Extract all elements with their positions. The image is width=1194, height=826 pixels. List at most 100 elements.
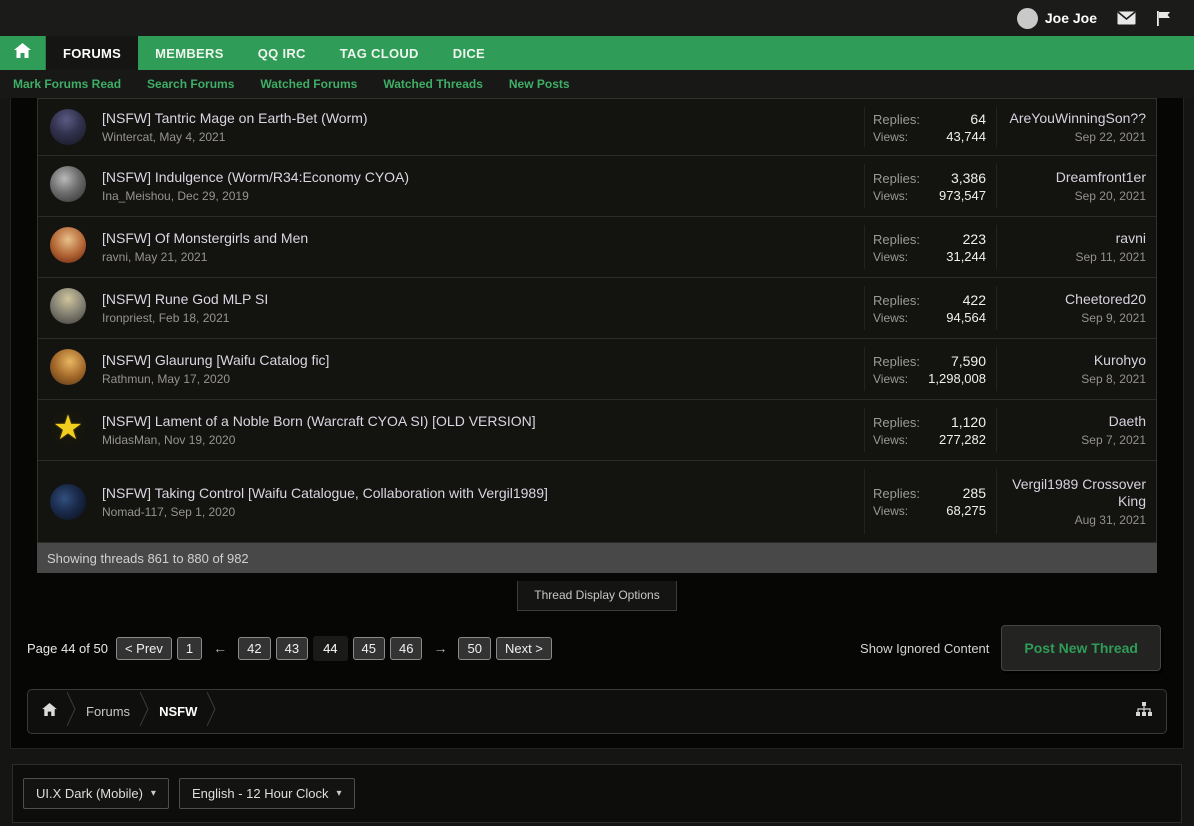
sitemap-icon bbox=[1136, 702, 1152, 721]
thread-author-date[interactable]: MidasMan, Nov 19, 2020 bbox=[102, 433, 236, 447]
alerts-flag-icon[interactable] bbox=[1156, 10, 1172, 26]
thread-title-link[interactable]: [NSFW] Of Monstergirls and Men bbox=[102, 230, 309, 246]
thread-row[interactable]: ★ [NSFW] Lament of a Noble Born (Warcraf… bbox=[38, 400, 1156, 461]
footer-bar: UI.X Dark (Mobile) ▾ English - 12 Hour C… bbox=[12, 764, 1182, 823]
last-poster-link[interactable]: Dreamfront1er bbox=[1055, 169, 1146, 185]
page-button-46[interactable]: 46 bbox=[390, 636, 423, 660]
avatar[interactable] bbox=[50, 349, 86, 385]
last-poster-link[interactable]: AreYouWinningSon?? bbox=[1009, 110, 1146, 126]
forum-jump-button[interactable] bbox=[1136, 702, 1152, 721]
avatar[interactable] bbox=[50, 288, 86, 324]
chevron-down-icon: ▾ bbox=[150, 788, 156, 799]
link-mark-forums-read[interactable]: Mark Forums Read bbox=[13, 77, 122, 91]
thread-stats: Replies: 1,120 Views: 277,282 bbox=[864, 408, 996, 452]
top-header-bar: Joe Joe bbox=[0, 0, 1194, 36]
chevron-separator-icon bbox=[66, 691, 76, 731]
views-label: Views: bbox=[873, 310, 909, 325]
thread-title-link[interactable]: [NSFW] Glaurung [Waifu Catalog fic] bbox=[102, 352, 330, 368]
thread-title-link[interactable]: [NSFW] Tantric Mage on Earth-Bet (Worm) bbox=[102, 110, 368, 126]
thread-row[interactable]: [NSFW] Glaurung [Waifu Catalog fic] Rath… bbox=[38, 339, 1156, 400]
thread-row[interactable]: [NSFW] Taking Control [Waifu Catalogue, … bbox=[38, 461, 1156, 543]
thread-author-date[interactable]: Wintercat, May 4, 2021 bbox=[102, 130, 226, 144]
page-button-42[interactable]: 42 bbox=[238, 636, 271, 660]
avatar[interactable] bbox=[50, 109, 86, 145]
tab-members[interactable]: MEMBERS bbox=[155, 45, 224, 61]
last-poster-link[interactable]: ravni bbox=[1115, 230, 1146, 246]
thread-row[interactable]: [NSFW] Of Monstergirls and Men ravni, Ma… bbox=[38, 217, 1156, 278]
last-post-cell: Vergil1989 Crossover King Aug 31, 2021 bbox=[996, 469, 1156, 534]
page-next-button[interactable]: Next > bbox=[495, 636, 552, 660]
link-search-forums[interactable]: Search Forums bbox=[147, 77, 235, 91]
replies-count: 422 bbox=[962, 291, 986, 308]
last-post-cell: Kurohyo Sep 8, 2021 bbox=[996, 347, 1156, 391]
views-count: 277,282 bbox=[939, 431, 986, 447]
views-label: Views: bbox=[873, 129, 909, 144]
page-button-43[interactable]: 43 bbox=[275, 636, 309, 660]
page-gap-left-icon: ← bbox=[213, 640, 228, 656]
thread-row[interactable]: [NSFW] Indulgence (Worm/R34:Economy CYOA… bbox=[38, 156, 1156, 217]
tab-tag-cloud[interactable]: TAG CLOUD bbox=[339, 45, 419, 61]
thread-author-date[interactable]: Rathmun, May 17, 2020 bbox=[102, 372, 231, 386]
chevron-separator-icon bbox=[139, 691, 149, 731]
thread-row[interactable]: [NSFW] Tantric Mage on Earth-Bet (Worm) … bbox=[38, 99, 1156, 156]
thread-author-date[interactable]: Ironpriest, Feb 18, 2021 bbox=[102, 311, 230, 325]
username-label: Joe Joe bbox=[1044, 10, 1097, 26]
last-post-date[interactable]: Sep 11, 2021 bbox=[1075, 250, 1146, 264]
nav-home-button[interactable] bbox=[0, 36, 46, 70]
last-poster-link[interactable]: Vergil1989 Crossover King bbox=[1012, 476, 1146, 509]
last-post-cell: Cheetored20 Sep 9, 2021 bbox=[996, 286, 1156, 330]
thread-title-link[interactable]: [NSFW] Rune God MLP SI bbox=[102, 291, 269, 307]
last-post-cell: ravni Sep 11, 2021 bbox=[996, 225, 1156, 269]
thread-title-link[interactable]: [NSFW] Lament of a Noble Born (Warcraft … bbox=[102, 413, 536, 429]
page-button-50[interactable]: 50 bbox=[458, 636, 491, 660]
last-poster-link[interactable]: Daeth bbox=[1108, 413, 1146, 429]
replies-count: 223 bbox=[962, 230, 986, 247]
last-poster-link[interactable]: Cheetored20 bbox=[1065, 291, 1146, 307]
thread-author-date[interactable]: Nomad-117, Sep 1, 2020 bbox=[102, 504, 236, 519]
last-post-date[interactable]: Sep 9, 2021 bbox=[1081, 311, 1146, 325]
language-chooser-dropdown[interactable]: English - 12 Hour Clock ▾ bbox=[178, 778, 355, 809]
style-chooser-label: UI.X Dark (Mobile) bbox=[36, 786, 143, 801]
last-post-date[interactable]: Aug 31, 2021 bbox=[1074, 513, 1146, 527]
avatar[interactable] bbox=[50, 227, 86, 263]
tab-qq-irc[interactable]: QQ IRC bbox=[257, 45, 306, 61]
avatar[interactable] bbox=[50, 483, 86, 520]
language-chooser-label: English - 12 Hour Clock bbox=[191, 786, 329, 801]
breadcrumb-home-button[interactable] bbox=[42, 702, 57, 721]
show-ignored-content-link[interactable]: Show Ignored Content bbox=[860, 640, 990, 656]
post-new-thread-button[interactable]: Post New Thread bbox=[1001, 625, 1161, 671]
avatar[interactable]: ★ bbox=[50, 410, 86, 446]
thread-author-date[interactable]: ravni, May 21, 2021 bbox=[102, 250, 208, 264]
replies-label: Replies: bbox=[873, 353, 920, 369]
tab-dice[interactable]: DICE bbox=[452, 45, 486, 61]
link-watched-threads[interactable]: Watched Threads bbox=[383, 77, 483, 91]
replies-count: 7,590 bbox=[950, 352, 986, 369]
avatar[interactable] bbox=[50, 166, 86, 202]
thread-stats: Replies: 7,590 Views: 1,298,008 bbox=[864, 347, 996, 391]
last-post-date[interactable]: Sep 22, 2021 bbox=[1074, 130, 1146, 144]
page-button-1[interactable]: 1 bbox=[176, 636, 203, 660]
page-prev-button[interactable]: < Prev bbox=[115, 636, 172, 660]
thread-stats: Replies: 3,386 Views: 973,547 bbox=[864, 164, 996, 208]
inbox-icon[interactable] bbox=[1117, 11, 1136, 25]
thread-display-options-toggle[interactable]: Thread Display Options bbox=[517, 581, 677, 611]
star-avatar-icon: ★ bbox=[52, 410, 84, 446]
style-chooser-dropdown[interactable]: UI.X Dark (Mobile) ▾ bbox=[23, 778, 169, 809]
replies-count: 3,386 bbox=[950, 169, 986, 186]
last-post-date[interactable]: Sep 8, 2021 bbox=[1081, 372, 1146, 386]
last-poster-link[interactable]: Kurohyo bbox=[1093, 352, 1146, 368]
link-new-posts[interactable]: New Posts bbox=[508, 77, 570, 91]
views-label: Views: bbox=[873, 504, 909, 518]
thread-row[interactable]: [NSFW] Rune God MLP SI Ironpriest, Feb 1… bbox=[38, 278, 1156, 339]
page-button-45[interactable]: 45 bbox=[352, 636, 386, 660]
home-icon bbox=[14, 43, 31, 63]
link-watched-forums[interactable]: Watched Forums bbox=[260, 77, 358, 91]
thread-author-date[interactable]: Ina_Meishou, Dec 29, 2019 bbox=[102, 189, 249, 203]
account-menu[interactable]: Joe Joe bbox=[1016, 7, 1097, 29]
breadcrumb-item-forums[interactable]: Forums bbox=[86, 704, 131, 719]
last-post-date[interactable]: Sep 7, 2021 bbox=[1081, 433, 1146, 447]
thread-title-link[interactable]: [NSFW] Indulgence (Worm/R34:Economy CYOA… bbox=[102, 169, 410, 185]
thread-title-link[interactable]: [NSFW] Taking Control [Waifu Catalogue, … bbox=[102, 484, 548, 501]
tab-forums[interactable]: FORUMS bbox=[46, 36, 139, 70]
last-post-date[interactable]: Sep 20, 2021 bbox=[1074, 189, 1146, 203]
